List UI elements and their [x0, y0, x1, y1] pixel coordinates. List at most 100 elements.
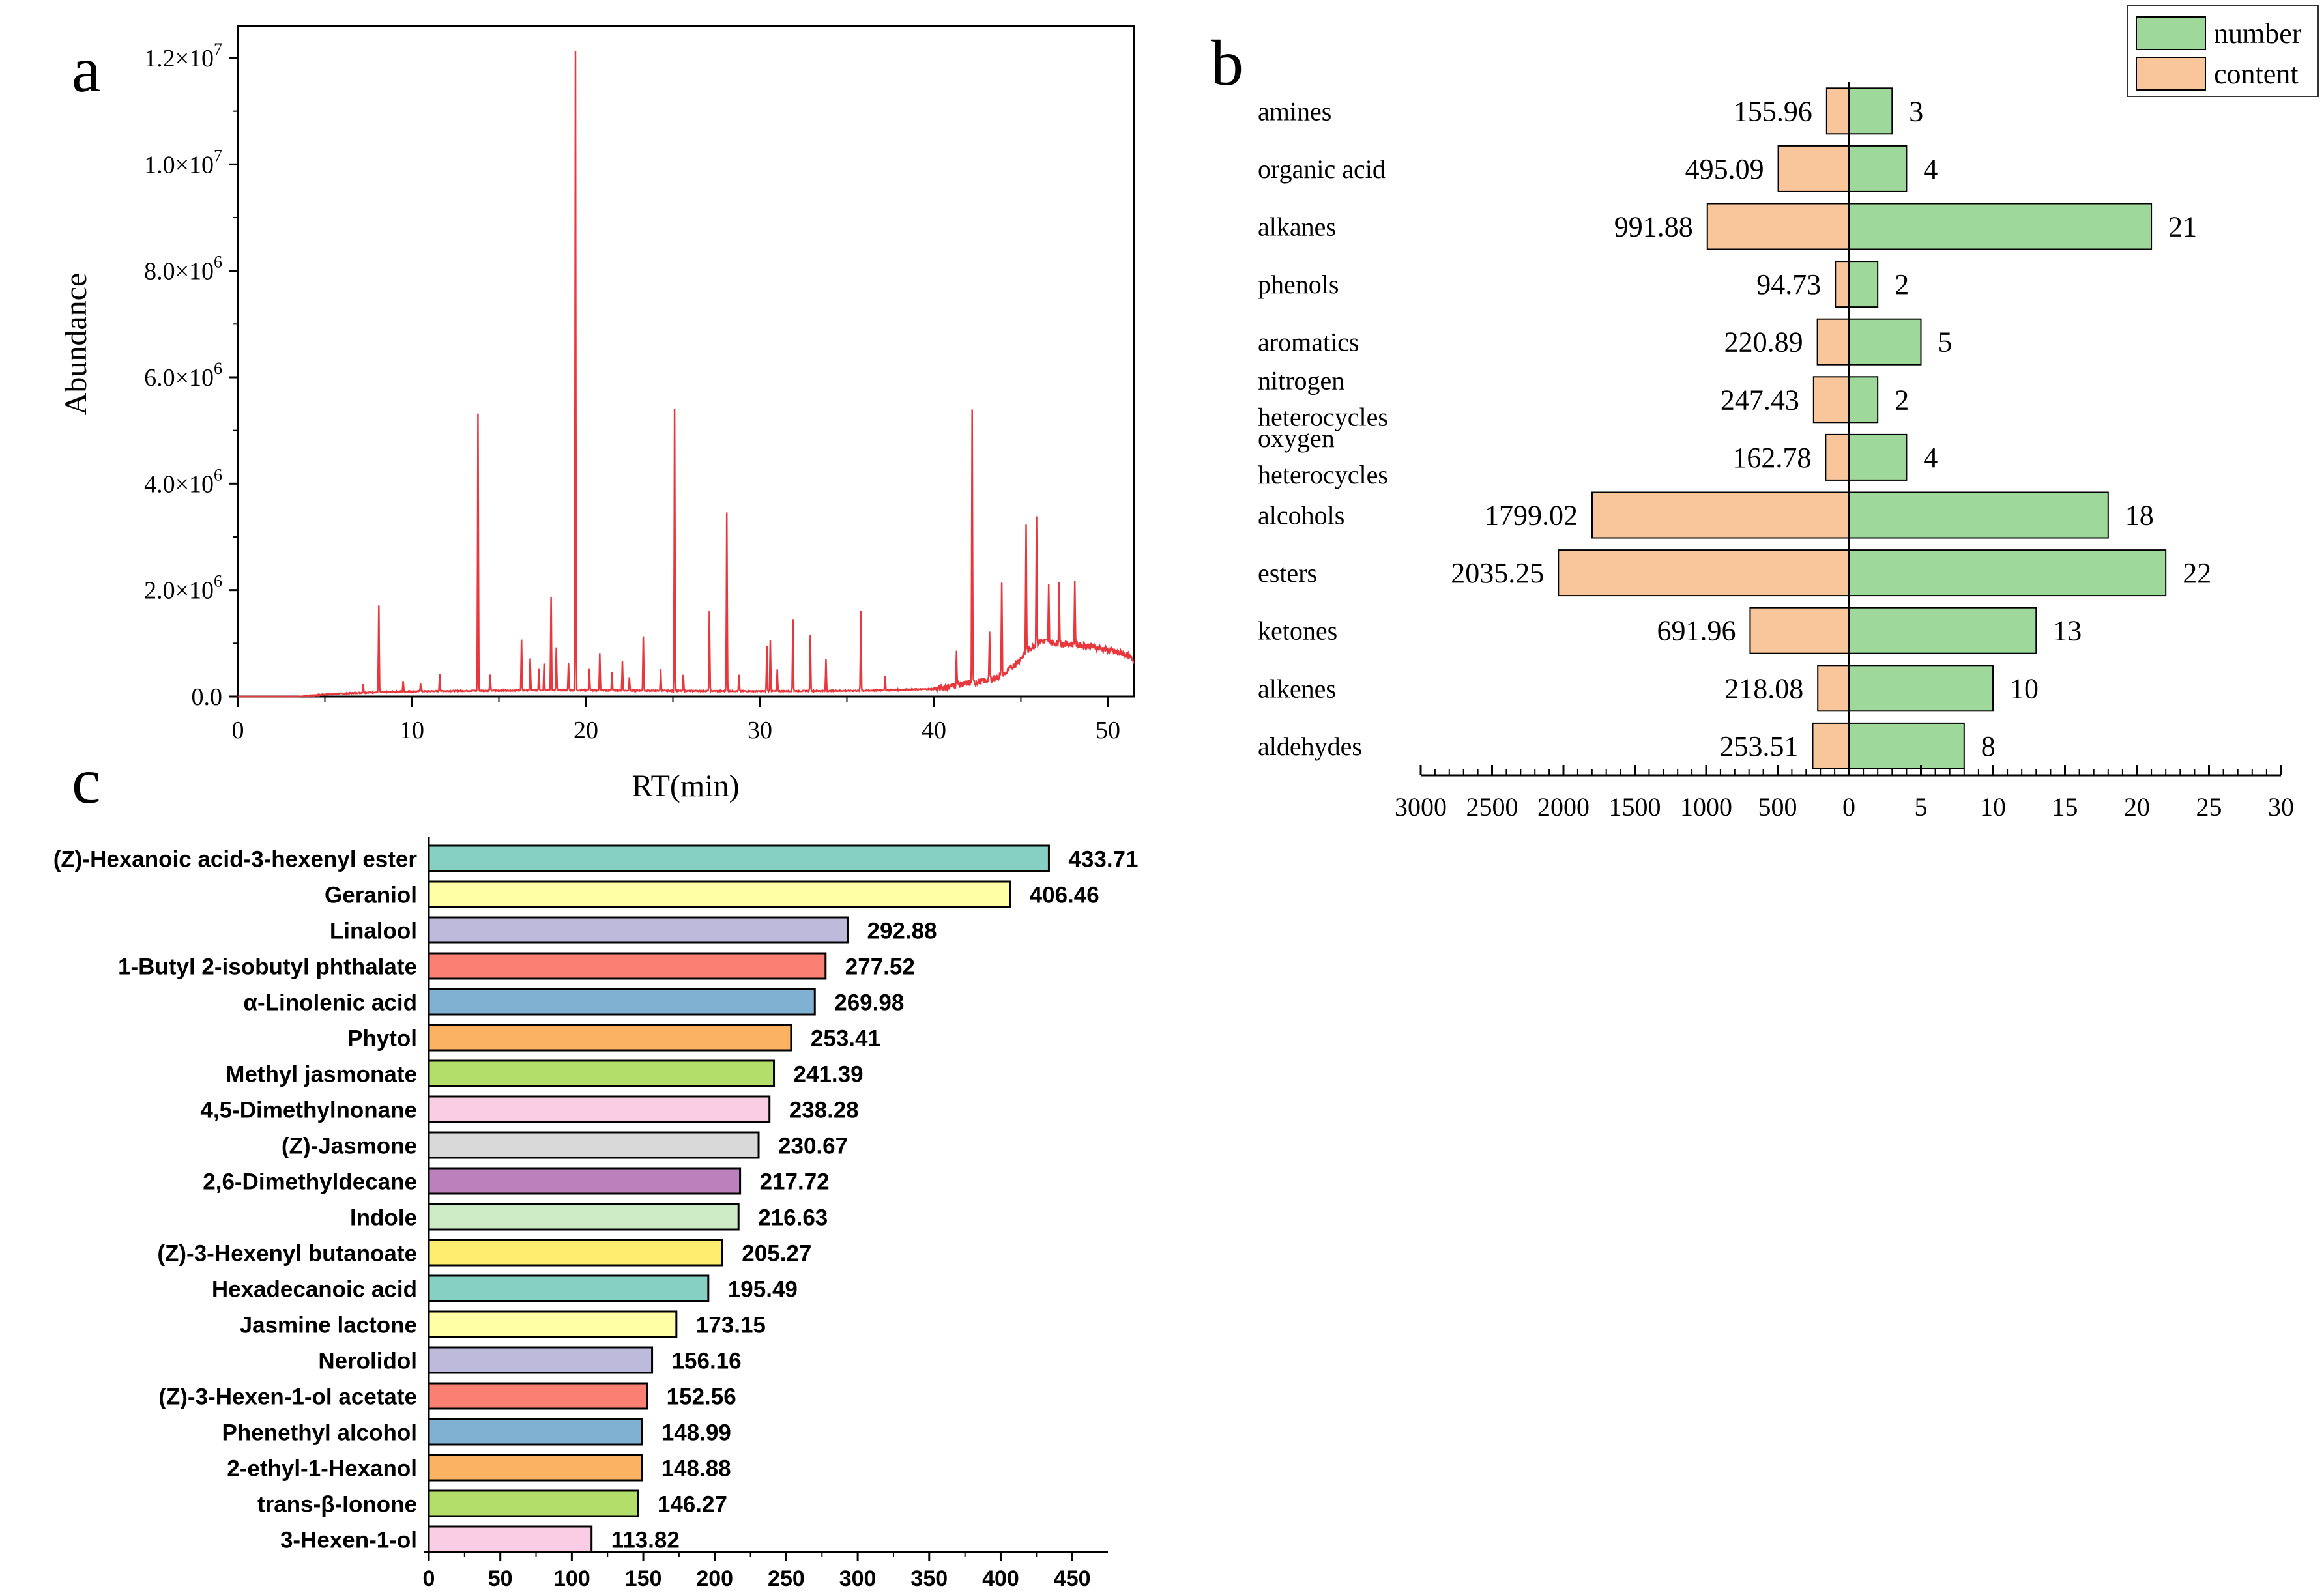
compound-bar	[428, 1131, 760, 1159]
y-tick-label: 6.0×106​	[144, 359, 222, 392]
content-value-label: 220.89	[1724, 326, 1803, 358]
compound-bar	[428, 1418, 643, 1446]
y-tick-label: 0.0	[192, 683, 223, 711]
class-axis-tick-label: 20	[2124, 792, 2150, 822]
content-bar	[1591, 491, 1850, 539]
chromatogram-x-ticks: 0 10 20 30 40 50	[232, 697, 1120, 744]
compound-bar	[428, 1203, 740, 1231]
number-bar	[1848, 261, 1879, 308]
compound-name-label: trans-β-Ionone	[257, 1492, 417, 1517]
x-tick-label: 20	[574, 717, 598, 744]
compound-bar	[428, 1274, 710, 1302]
compound-value-label: 238.28	[789, 1098, 859, 1123]
number-bar	[1848, 87, 1893, 135]
class-category-label: alcohols	[1258, 501, 1344, 530]
compound-value-label: 269.98	[834, 990, 904, 1016]
compound-value-label: 156.16	[672, 1349, 742, 1374]
compound-bar	[428, 952, 827, 980]
compound-axis-tick-label: 250	[768, 1566, 805, 1591]
compound-value-label: 152.56	[667, 1385, 736, 1410]
y-tick-label: 1.0×107​	[144, 146, 222, 179]
content-value-label: 155.96	[1734, 95, 1812, 127]
class-axis-tick-label: 500	[1758, 792, 1797, 822]
compound-name-label: 4,5-Dimethylnonane	[200, 1098, 417, 1123]
compound-value-label: 433.71	[1068, 847, 1138, 872]
legend-swatch-number	[2136, 16, 2206, 50]
compound-name-label: (Z)-3-Hexen-1-ol acetate	[158, 1385, 417, 1410]
compound-bar	[428, 1310, 678, 1338]
compound-name-label: Hexadecanoic acid	[212, 1277, 417, 1302]
number-value-label: 18	[2125, 500, 2154, 532]
y-tick-label: 8.0×106​	[144, 253, 222, 285]
compound-name-label: Geraniol	[325, 883, 417, 908]
class-category-label: alkenes	[1258, 674, 1336, 703]
compound-value-label: 173.15	[696, 1313, 766, 1338]
compound-bar	[428, 1024, 792, 1052]
compound-bars: (Z)-Hexanoic acid-3-hexenyl ester 433.71 G…	[53, 844, 1138, 1553]
compound-value-label: 205.27	[742, 1241, 811, 1267]
class-category-label: alkanes	[1258, 212, 1336, 242]
y-tick-label: 1.2×107​	[144, 40, 222, 72]
compound-bar	[428, 1095, 771, 1123]
content-value-label: 691.96	[1657, 615, 1736, 647]
compound-name-label: (Z)-Hexanoic acid-3-hexenyl ester	[53, 847, 418, 872]
class-axis-tick-label: 5	[1915, 792, 1928, 822]
class-legend: number content	[2127, 5, 2319, 97]
compound-value-label: 148.99	[661, 1420, 731, 1446]
x-tick-label: 50	[1096, 717, 1120, 744]
class-axis-tick-label: 2500	[1466, 792, 1518, 822]
class-axis-tick-label: 15	[2052, 792, 2078, 822]
compound-bar	[428, 1489, 639, 1517]
number-bar	[1848, 549, 2167, 597]
compound-value-label: 241.39	[794, 1062, 864, 1087]
number-bar	[1848, 145, 1908, 192]
content-bar	[1816, 318, 1850, 366]
content-bar	[1825, 433, 1850, 481]
compound-value-label: 146.27	[658, 1492, 727, 1517]
compound-value-label: 253.41	[811, 1026, 880, 1052]
number-value-label: 8	[1981, 730, 1996, 762]
compound-name-label: Indole	[350, 1205, 417, 1231]
content-value-label: 991.88	[1614, 211, 1693, 243]
compound-name-label: Nerolidol	[318, 1349, 417, 1374]
class-axis-tick-label: 10	[1980, 792, 2006, 822]
compound-bar	[428, 1239, 723, 1267]
number-bar	[1848, 376, 1879, 424]
x-tick-label: 0	[232, 717, 244, 744]
compound-value-label: 277.52	[845, 955, 915, 980]
class-category-label: organic acid	[1258, 154, 1386, 184]
panel-label-a: a	[72, 33, 100, 106]
x-tick-label: 40	[922, 717, 946, 744]
number-bar	[1848, 491, 2109, 539]
legend-swatch-content	[2136, 57, 2206, 91]
compound-name-label: Phytol	[347, 1026, 417, 1052]
content-bar	[1835, 261, 1850, 308]
chromatogram-frame	[237, 25, 1135, 698]
compound-axis-tick-label: 200	[696, 1566, 733, 1591]
number-value-label: 5	[1938, 326, 1953, 358]
class-axis-tick-label: 2000	[1537, 792, 1590, 822]
compound-bar	[428, 988, 816, 1016]
compound-axis-tick-label: 450	[1054, 1566, 1091, 1591]
top-compounds-panel: (Z)-Hexanoic acid-3-hexenyl ester 433.71 G…	[53, 837, 1138, 1591]
compound-value-label: 216.63	[758, 1205, 828, 1231]
content-bar	[1558, 549, 1850, 597]
class-category-label: aromatics	[1258, 328, 1359, 357]
class-category-label: aldehydes	[1258, 732, 1362, 761]
compound-bar	[428, 916, 849, 944]
class-category-label: nitrogen heterocycles	[1258, 366, 1388, 431]
compound-axis-tick-label: 350	[910, 1566, 948, 1591]
compound-axis-tick-label: 0	[423, 1566, 435, 1591]
content-value-label: 162.78	[1732, 442, 1811, 474]
compound-axis-tick-label: 300	[839, 1566, 877, 1591]
class-x-axis: 3000 2500 2000 1500 1000 500 0 5 10 15 20 25 30	[1395, 765, 2294, 822]
compound-bar	[428, 844, 1050, 872]
legend-label-number: number	[2214, 18, 2302, 50]
content-bar	[1706, 203, 1850, 250]
compound-axis-tick-label: 50	[488, 1566, 513, 1591]
class-category-label: amines	[1258, 96, 1331, 126]
class-axis-tick-label: 3000	[1395, 792, 1447, 822]
content-value-label: 94.73	[1756, 268, 1821, 300]
